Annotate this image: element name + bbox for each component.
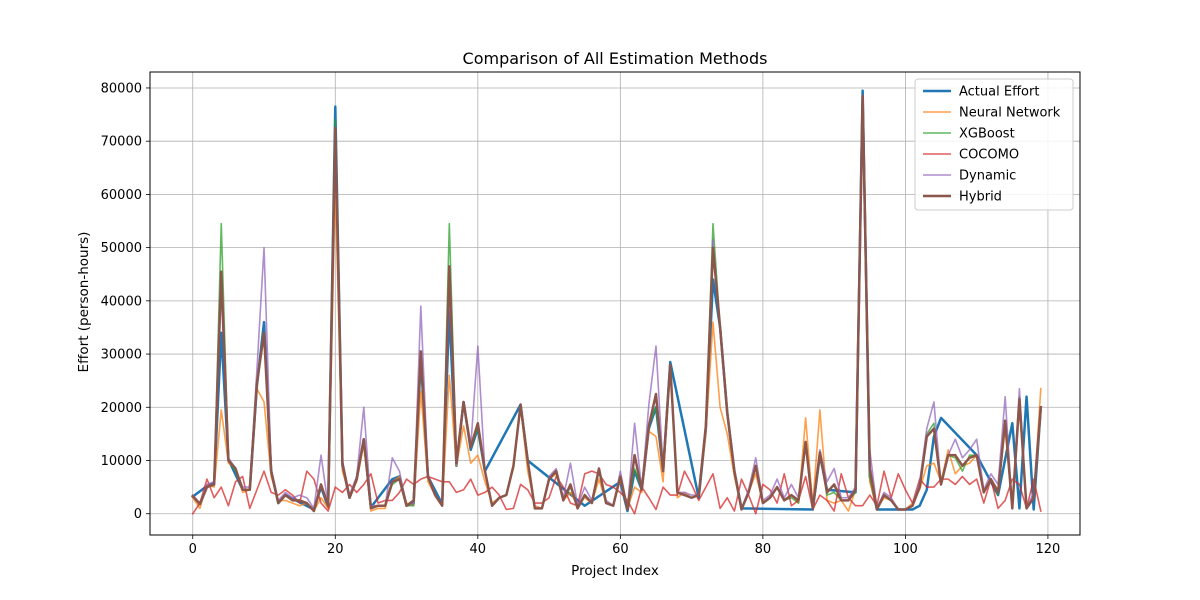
legend-label: Actual Effort bbox=[959, 85, 1039, 100]
series-line-hybrid bbox=[190, 94, 1043, 513]
legend: Actual Effort Neural Network XGBoost COCOMO… bbox=[914, 78, 1074, 211]
legend-box bbox=[914, 78, 1074, 211]
y-tick-label: 0 bbox=[134, 507, 142, 522]
x-tick-label: 80 bbox=[755, 542, 772, 557]
plot-frame bbox=[149, 71, 1081, 536]
chart-title: Comparison of All Estimation Methods bbox=[463, 49, 768, 68]
x-tick-label: 60 bbox=[612, 542, 629, 557]
x-tick-label: 100 bbox=[893, 542, 918, 557]
x-tick-label: 20 bbox=[327, 542, 344, 557]
y-tick-label: 30000 bbox=[101, 348, 142, 363]
y-tick-label: 50000 bbox=[101, 241, 142, 256]
x-tick-label: 120 bbox=[1036, 542, 1061, 557]
legend-label: XGBoost bbox=[959, 127, 1015, 142]
x-tick-label: 40 bbox=[470, 542, 487, 557]
legend-label: COCOMO bbox=[959, 148, 1019, 163]
legend-label: Neural Network bbox=[959, 106, 1061, 121]
x-axis-title: Project Index bbox=[571, 563, 659, 579]
y-tick-label: 80000 bbox=[101, 81, 142, 96]
y-tick-label: 60000 bbox=[101, 188, 142, 203]
y-tick-label: 70000 bbox=[101, 135, 142, 150]
y-tick-label: 40000 bbox=[101, 294, 142, 309]
legend-label: Dynamic bbox=[959, 169, 1016, 184]
grid bbox=[150, 72, 1080, 535]
y-axis-title: Effort (person-hours) bbox=[76, 232, 92, 373]
x-tick-label: 0 bbox=[189, 542, 197, 557]
legend-label: Hybrid bbox=[959, 190, 1002, 205]
ticks: 0 20 40 60 80 100 120 0 10000 20000 30000 40000 5000… bbox=[101, 81, 1061, 557]
y-tick-label: 10000 bbox=[101, 454, 142, 469]
series-lines bbox=[190, 89, 1043, 515]
y-tick-label: 20000 bbox=[101, 401, 142, 416]
